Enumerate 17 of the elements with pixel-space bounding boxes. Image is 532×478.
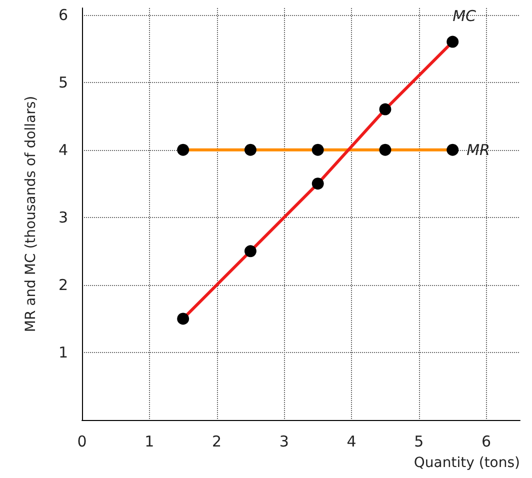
x-tick-label: 2 [212, 432, 222, 450]
y-axis-title: MR and MC (thousands of dollars) [23, 96, 39, 332]
y-tick-label: 3 [58, 208, 68, 226]
y-tick-label: 6 [58, 6, 68, 24]
x-tick-label: 1 [144, 432, 154, 450]
x-axis-title: Quantity (tons) [414, 455, 520, 471]
y-tick-label: 2 [58, 276, 68, 294]
x-tick-label: 3 [279, 432, 289, 450]
x-tick-label: 6 [482, 432, 492, 450]
y-tick-label: 5 [58, 73, 68, 92]
x-tick-label: 0 [77, 432, 87, 450]
series-label: MC [452, 6, 477, 25]
y-tick-label: 4 [58, 140, 68, 159]
x-tick-label: 5 [414, 432, 424, 450]
y-tick-label: 1 [58, 343, 68, 362]
x-tick-label: 4 [346, 432, 356, 450]
series-label: MR [466, 140, 490, 159]
